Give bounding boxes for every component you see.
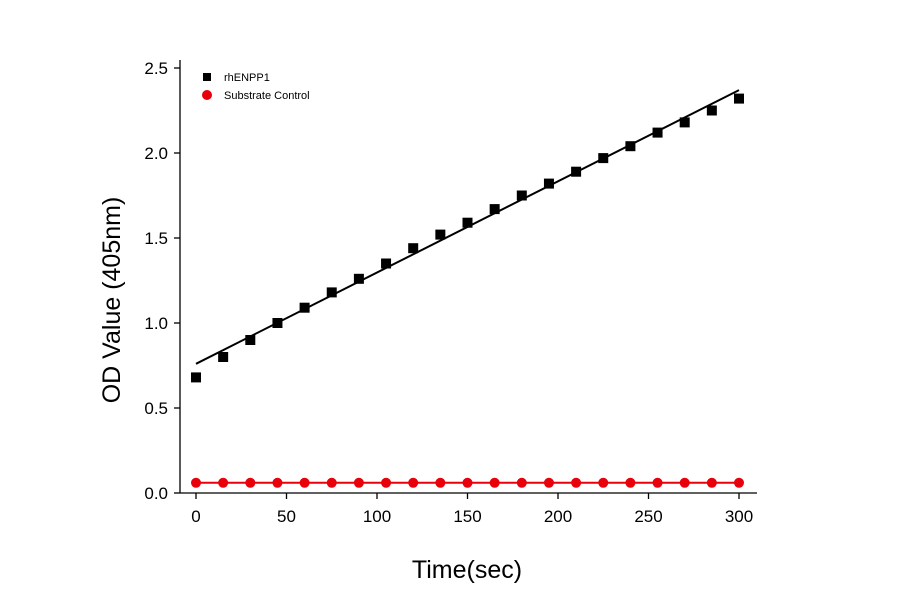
- point-rhenpp1: [571, 166, 582, 177]
- point-substrate-control: [734, 477, 744, 488]
- point-rhenpp1: [516, 190, 527, 201]
- y-tick-label: 0.5: [144, 399, 168, 418]
- legend-label-substrate-control: Substrate Control: [224, 90, 310, 102]
- point-rhenpp1: [462, 217, 473, 228]
- point-rhenpp1: [245, 335, 256, 345]
- point-substrate-control: [326, 477, 337, 488]
- point-substrate-control: [679, 477, 690, 488]
- point-substrate-control: [598, 477, 609, 488]
- x-axis-label: Time(sec): [412, 556, 522, 584]
- point-substrate-control: [543, 477, 554, 488]
- point-substrate-control: [462, 477, 473, 488]
- point-substrate-control: [245, 477, 256, 488]
- x-tick-label: 50: [277, 507, 296, 526]
- point-substrate-control: [299, 477, 310, 488]
- point-substrate-control: [218, 477, 229, 488]
- legend: rhENPP1 Substrate Control: [202, 72, 310, 102]
- y-tick-label: 0.0: [144, 484, 168, 503]
- point-rhenpp1: [489, 204, 500, 215]
- point-rhenpp1: [272, 318, 283, 328]
- y-axis-label: OD Value (405nm): [98, 197, 126, 404]
- point-rhenpp1: [299, 302, 310, 313]
- point-substrate-control: [706, 477, 717, 488]
- point-substrate-control: [652, 477, 663, 488]
- point-substrate-control: [353, 477, 364, 488]
- x-tick-label: 300: [725, 507, 753, 526]
- point-substrate-control: [516, 477, 527, 488]
- x-tick-label: 100: [363, 507, 391, 526]
- point-rhenpp1: [381, 258, 392, 269]
- point-substrate-control: [191, 477, 201, 488]
- point-rhenpp1: [543, 178, 554, 189]
- point-rhenpp1: [408, 243, 419, 254]
- x-tick-label: 200: [544, 507, 572, 526]
- legend-label-rhenpp1: rhENPP1: [224, 72, 270, 84]
- y-tick-label: 2.5: [144, 59, 168, 78]
- point-rhenpp1: [706, 105, 717, 116]
- point-substrate-control: [381, 477, 392, 488]
- point-rhenpp1: [353, 273, 364, 284]
- point-rhenpp1: [326, 287, 337, 298]
- point-rhenpp1: [218, 352, 229, 362]
- x-tick-label: 150: [453, 507, 481, 526]
- point-rhenpp1: [734, 93, 744, 104]
- point-substrate-control: [272, 477, 283, 488]
- point-substrate-control: [408, 477, 419, 488]
- point-substrate-control: [489, 477, 500, 488]
- y-tick-label: 1.5: [144, 229, 168, 248]
- y-tick-label: 2.0: [144, 144, 168, 163]
- point-rhenpp1: [652, 127, 663, 138]
- point-substrate-control: [571, 477, 582, 488]
- point-rhenpp1: [435, 229, 446, 240]
- point-rhenpp1: [191, 372, 201, 383]
- legend-marker-rhenpp1: [203, 73, 211, 81]
- x-tick-label: 250: [634, 507, 662, 526]
- point-rhenpp1: [625, 141, 636, 152]
- point-substrate-control: [625, 477, 636, 488]
- point-rhenpp1: [598, 153, 609, 164]
- legend-marker-substrate-control: [202, 90, 212, 100]
- point-rhenpp1: [679, 117, 690, 128]
- x-tick-label: 0: [191, 507, 200, 526]
- point-substrate-control: [435, 477, 446, 488]
- y-tick-label: 1.0: [144, 314, 168, 333]
